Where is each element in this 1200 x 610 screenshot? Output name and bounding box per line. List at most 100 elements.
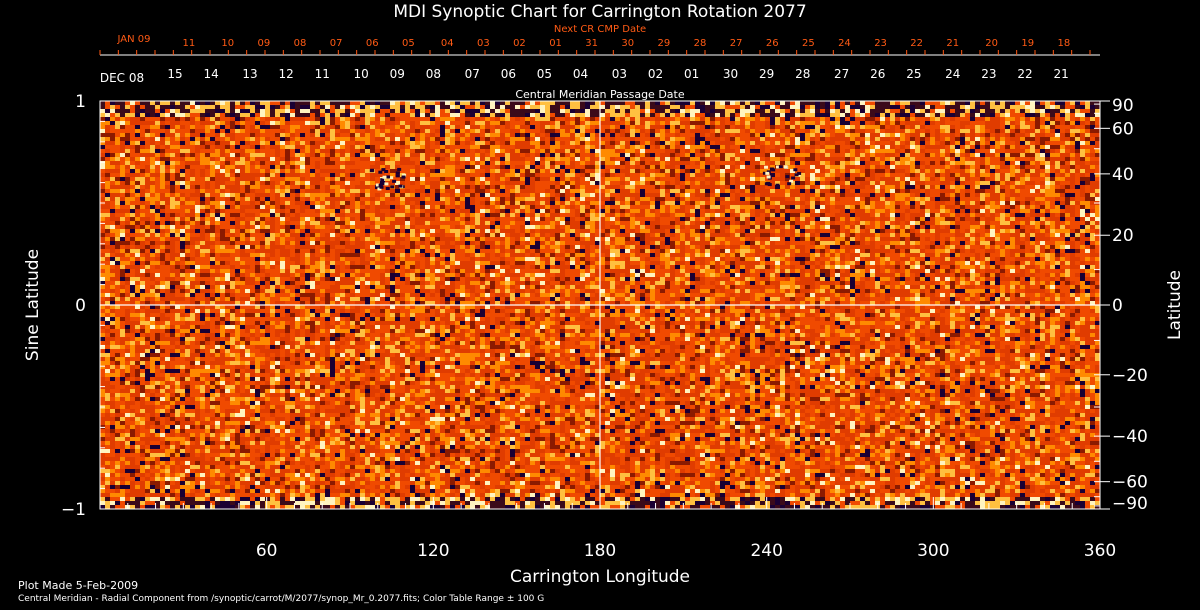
heatmap-cell xyxy=(895,213,900,217)
heatmap-cell xyxy=(420,121,425,125)
heatmap-cell xyxy=(905,229,910,233)
heatmap-cell xyxy=(700,193,705,197)
heatmap-cell xyxy=(1080,133,1085,137)
heatmap-cell xyxy=(700,121,705,125)
heatmap-cell xyxy=(285,173,290,177)
heatmap-cell xyxy=(1035,137,1040,141)
heatmap-cell xyxy=(405,129,410,133)
heatmap-cell xyxy=(535,221,540,225)
heatmap-cell xyxy=(570,169,575,173)
heatmap-cell xyxy=(815,217,820,221)
heatmap-cell xyxy=(775,133,780,137)
heatmap-cell xyxy=(905,185,910,189)
heatmap-cell xyxy=(450,189,455,193)
heatmap-cell xyxy=(305,145,310,149)
heatmap-cell xyxy=(620,193,625,197)
heatmap-cell xyxy=(720,197,725,201)
heatmap-cell xyxy=(135,105,140,109)
heatmap-cell xyxy=(555,149,560,153)
heatmap-cell xyxy=(160,185,165,189)
heatmap-cell xyxy=(770,173,775,177)
heatmap-cell xyxy=(870,113,875,117)
heatmap-cell xyxy=(975,141,980,145)
heatmap-cell xyxy=(300,221,305,225)
heatmap-cell xyxy=(265,101,270,105)
heatmap-cell xyxy=(105,197,110,201)
heatmap-cell xyxy=(225,169,230,173)
heatmap-cell xyxy=(1000,229,1005,233)
heatmap-cell xyxy=(810,205,815,209)
heatmap-cell xyxy=(360,133,365,137)
heatmap-cell xyxy=(215,113,220,117)
heatmap-cell xyxy=(1030,165,1035,169)
heatmap-cell xyxy=(1095,129,1100,133)
heatmap-cell xyxy=(355,153,360,157)
heatmap-cell xyxy=(1020,177,1025,181)
heatmap-cell xyxy=(760,133,765,137)
heatmap-cell xyxy=(975,225,980,229)
heatmap-cell xyxy=(585,101,590,105)
heatmap-cell xyxy=(790,157,795,161)
heatmap-cell xyxy=(1020,141,1025,145)
heatmap-cell xyxy=(255,101,260,105)
heatmap-cell xyxy=(1080,157,1085,161)
heatmap-cell xyxy=(680,225,685,229)
heatmap-cell xyxy=(915,101,920,105)
heatmap-cell xyxy=(315,233,320,237)
heatmap-cell xyxy=(1035,153,1040,157)
heatmap-cell xyxy=(670,233,675,237)
heatmap-cell xyxy=(605,153,610,157)
heatmap-cell xyxy=(425,145,430,149)
heatmap-cell xyxy=(125,105,130,109)
heatmap-cell xyxy=(490,105,495,109)
heatmap-cell xyxy=(535,213,540,217)
heatmap-cell xyxy=(830,221,835,225)
heatmap-cell xyxy=(335,173,340,177)
heatmap-cell xyxy=(515,157,520,161)
heatmap-cell xyxy=(1095,221,1100,225)
heatmap-cell xyxy=(1025,165,1030,169)
heatmap-cell xyxy=(800,137,805,141)
heatmap-cell xyxy=(440,209,445,213)
heatmap-cell xyxy=(195,213,200,217)
heatmap-cell xyxy=(545,149,550,153)
heatmap-cell xyxy=(615,117,620,121)
heatmap-cell xyxy=(190,193,195,197)
heatmap-cell xyxy=(390,217,395,221)
heatmap-cell xyxy=(1075,157,1080,161)
heatmap-cell xyxy=(250,205,255,209)
heatmap-cell xyxy=(840,157,845,161)
heatmap-cell xyxy=(535,225,540,229)
heatmap-cell xyxy=(545,161,550,165)
heatmap-cell xyxy=(1085,205,1090,209)
heatmap-cell xyxy=(960,101,965,105)
heatmap-cell xyxy=(910,125,915,129)
heatmap-cell xyxy=(500,197,505,201)
heatmap-cell xyxy=(800,213,805,217)
heatmap-cell xyxy=(585,105,590,109)
heatmap-cell xyxy=(345,161,350,165)
heatmap-cell xyxy=(315,161,320,165)
heatmap-cell xyxy=(135,117,140,121)
heatmap-cell xyxy=(690,201,695,205)
heatmap-cell xyxy=(205,157,210,161)
heatmap-cell xyxy=(210,105,215,109)
heatmap-cell xyxy=(1065,169,1070,173)
heatmap-cell xyxy=(505,117,510,121)
heatmap-cell xyxy=(500,233,505,237)
heatmap-cell xyxy=(1095,101,1100,105)
heatmap-cell xyxy=(255,217,260,221)
heatmap-cell xyxy=(235,225,240,229)
heatmap-cell xyxy=(955,141,960,145)
heatmap-cell xyxy=(245,221,250,225)
heatmap-cell xyxy=(115,121,120,125)
heatmap-cell xyxy=(135,181,140,185)
heatmap-cell xyxy=(340,121,345,125)
heatmap-cell xyxy=(850,217,855,221)
heatmap-cell xyxy=(205,153,210,157)
heatmap-cell xyxy=(360,173,365,177)
heatmap-cell xyxy=(640,121,645,125)
heatmap-cell xyxy=(1055,101,1060,105)
heatmap-cell xyxy=(765,201,770,205)
heatmap-cell xyxy=(795,145,800,149)
